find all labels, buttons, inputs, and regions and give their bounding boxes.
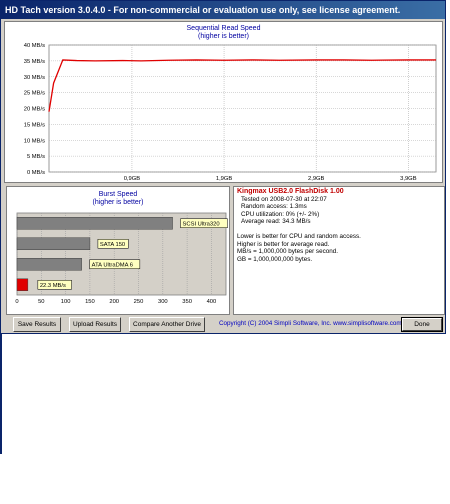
burst-bar-label-box xyxy=(97,239,129,249)
burst-chart-subtitle: (higher is better) xyxy=(92,199,144,206)
window-edge xyxy=(0,334,2,454)
read-x-tick: 0,9GB xyxy=(124,176,141,182)
random-access: Random access: 1.3ms xyxy=(241,203,307,211)
note-lower: Lower is better for CPU and random acces… xyxy=(237,232,361,240)
read-y-tick: 0 MB/s xyxy=(27,170,45,176)
average-read: Average read: 34.3 MB/s xyxy=(241,218,311,226)
read-speed-line xyxy=(48,59,436,112)
burst-x-tick: 200 xyxy=(109,299,119,305)
burst-bar-label-box xyxy=(180,218,228,228)
read-chart-subtitle: (higher is better) xyxy=(198,33,249,40)
read-y-tick: 35 MB/s xyxy=(24,59,45,65)
burst-x-tick: 400 xyxy=(207,299,217,305)
burst-bar xyxy=(16,237,91,250)
read-x-tick: 2,9GB xyxy=(308,176,325,182)
read-y-tick: 20 MB/s xyxy=(24,107,45,113)
read-y-tick: 30 MB/s xyxy=(24,75,45,81)
read-y-tick: 15 MB/s xyxy=(24,122,45,128)
read-y-tick: 40 MB/s xyxy=(24,43,45,49)
cpu-utilization: CPU utilization: 0% (+/- 2%) xyxy=(241,210,320,218)
note-gb: GB = 1,000,000,000 bytes. xyxy=(237,255,313,263)
burst-x-tick: 350 xyxy=(182,299,192,305)
burst-bar-label-box xyxy=(37,280,72,290)
burst-bar-label: SCSI Ultra320 xyxy=(183,221,220,227)
compare-drive-label: Compare Another Drive xyxy=(133,321,201,328)
results-info-panel: Kingmax USB2.0 FlashDisk 1.00 Tested on … xyxy=(233,186,445,315)
read-chart-panel: Sequential Read Speed (higher is better)… xyxy=(4,21,443,183)
upload-results-button[interactable]: Upload Results xyxy=(69,317,121,332)
tested-date: Tested on 2008-07-30 at 22:07 xyxy=(241,195,327,203)
burst-x-tick: 250 xyxy=(134,299,144,305)
drive-name: Kingmax USB2.0 FlashDisk 1.00 xyxy=(237,188,344,195)
burst-bar-label: 22.3 MB/s xyxy=(40,283,66,289)
burst-chart-panel: Burst Speed (higher is better) 0 50 100 150… xyxy=(6,186,230,315)
read-x-tick: 3,9GB xyxy=(400,176,417,182)
note-higher: Higher is better for average read. xyxy=(237,240,330,248)
burst-bar-label-box xyxy=(89,259,141,269)
burst-bar-label: SATA 150 xyxy=(100,242,125,248)
window-title: HD Tach version 3.0.4.0 - For non-commer… xyxy=(1,1,445,19)
read-x-tick: 1,9GB xyxy=(216,176,233,182)
burst-x-tick: 0 xyxy=(15,299,18,305)
done-label: Done xyxy=(402,318,442,331)
read-chart-title: Sequential Read Speed xyxy=(186,25,261,32)
read-y-tick: 10 MB/s xyxy=(24,138,45,144)
burst-bar xyxy=(16,217,173,230)
burst-x-tick: 50 xyxy=(38,299,44,305)
app-window: HD Tach version 3.0.4.0 - For non-commer… xyxy=(0,0,446,334)
burst-x-tick: 100 xyxy=(61,299,71,305)
burst-x-tick: 300 xyxy=(158,299,168,305)
save-results-button[interactable]: Save Results xyxy=(13,317,61,332)
burst-chart-title: Burst Speed xyxy=(98,191,138,198)
read-chart: 40 MB/s 35 MB/s 30 MB/s 25 MB/s 20 MB/s 15 MB… xyxy=(24,43,437,182)
note-mbs: MB/s = 1,000,000 bytes per second. xyxy=(237,248,338,256)
burst-bar-label: ATA UltraDMA 6 xyxy=(92,262,133,268)
burst-x-tick: 150 xyxy=(85,299,95,305)
save-results-label: Save Results xyxy=(17,321,57,328)
read-y-tick: 5 MB/s xyxy=(27,154,45,160)
upload-results-label: Upload Results xyxy=(72,321,118,328)
read-y-tick: 25 MB/s xyxy=(24,91,45,97)
copyright-text: Copyright (C) 2004 Simpli Software, Inc.… xyxy=(219,320,402,327)
burst-chart: 0 50 100 150 200 250 300 350 400 SCSI Ultra320 SAT… xyxy=(15,212,228,305)
burst-bar xyxy=(16,258,82,271)
burst-bar xyxy=(16,278,29,291)
done-button[interactable]: Done xyxy=(401,317,443,332)
compare-drive-button[interactable]: Compare Another Drive xyxy=(129,317,205,332)
